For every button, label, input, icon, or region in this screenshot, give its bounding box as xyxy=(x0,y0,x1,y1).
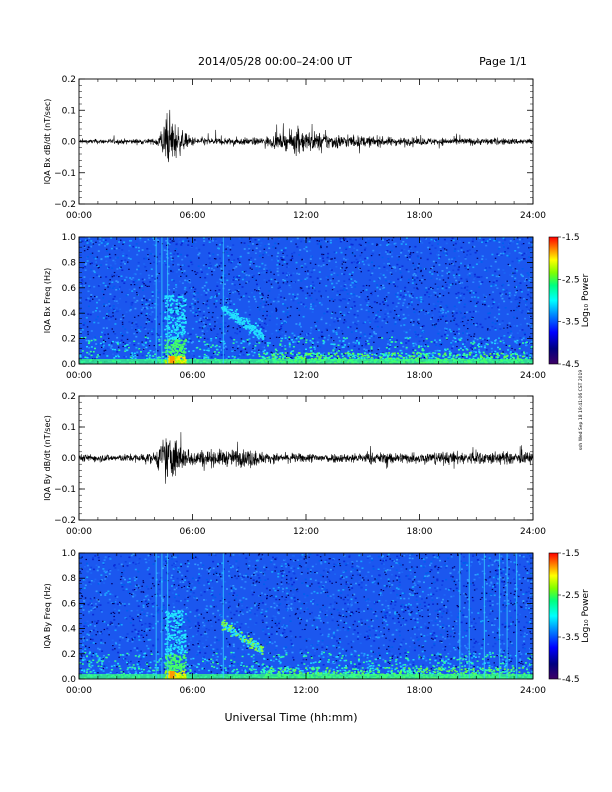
colorbar-tick-label: -1.5 xyxy=(562,549,580,559)
x-tick-label: 18:00 xyxy=(407,686,433,696)
trace-line xyxy=(79,432,533,484)
y-tick-label: 0.1 xyxy=(62,423,76,433)
y-tick-label: 0.2 xyxy=(62,392,76,402)
x-tick-label: 06:00 xyxy=(180,527,206,537)
trace-line xyxy=(79,109,533,163)
y-tick-label: 0.4 xyxy=(62,309,77,319)
x-axis-title: Universal Time (hh:mm) xyxy=(225,711,358,724)
x-tick-label: 12:00 xyxy=(293,371,319,381)
x-tick-label: 24:00 xyxy=(520,527,546,537)
x-tick-label: 24:00 xyxy=(520,686,546,696)
figure-title: 2014/05/28 00:00–24:00 UT xyxy=(198,55,352,68)
y-tick-label: 0.1 xyxy=(62,106,76,116)
x-tick-label: 24:00 xyxy=(520,371,546,381)
y-axis-label: IQA By dB/dt (nT/sec) xyxy=(43,415,52,501)
x-tick-label: 00:00 xyxy=(66,371,92,381)
y-tick-label: 1.0 xyxy=(62,549,77,559)
y-tick-label: 0.0 xyxy=(62,675,77,685)
generation-stamp: ssh Wed Sep 18 19:41:06 CST 2019 xyxy=(578,370,584,451)
x-tick-label: 24:00 xyxy=(520,211,546,221)
colorbar-tick-label: -2.5 xyxy=(562,275,580,285)
y-tick-label: 1.0 xyxy=(62,233,77,243)
x-tick-label: 00:00 xyxy=(66,211,92,221)
y-axis-label: IQA By Freq (Hz) xyxy=(43,583,52,649)
panels-group: 00:00 06:00 12:00 18:00 24:00 0.2 0.1 0.0 −0.1 −0… xyxy=(43,75,591,696)
dbdt-trace xyxy=(79,432,533,484)
y-tick-label: 0.4 xyxy=(62,625,77,635)
y-tick-label: 0.6 xyxy=(62,284,77,294)
colorbar-tick-label: -2.5 xyxy=(562,591,580,601)
x-tick-label: 18:00 xyxy=(407,371,433,381)
colorbar-label: Log₁₀ Power xyxy=(581,274,591,328)
x-tick-label: 00:00 xyxy=(66,527,92,537)
colorbar-tick-label: -3.5 xyxy=(562,318,580,328)
colorbar-label: Log₁₀ Power xyxy=(581,589,591,643)
panel-bx-spectrogram: -1.5 -2.5 -3.5 -4.5 Log₁₀ Power 00:00 06:00 12:… xyxy=(43,233,591,381)
x-tick-label: 12:00 xyxy=(293,527,319,537)
x-tick-label: 18:00 xyxy=(407,211,433,221)
y-tick-label: 0.2 xyxy=(62,75,76,85)
y-tick-label: 0.8 xyxy=(62,258,77,268)
y-axis-label: IQA Bx Freq (Hz) xyxy=(43,268,52,334)
x-tick-label: 12:00 xyxy=(293,686,319,696)
panel-bx-dbdt: 00:00 06:00 12:00 18:00 24:00 0.2 0.1 0.0 −0.1 −0… xyxy=(43,75,546,221)
x-tick-label: 06:00 xyxy=(180,686,206,696)
panel-by-dbdt: 00:00 06:00 12:00 18:00 24:00 0.2 0.1 0.0 −0.1 −0… xyxy=(43,392,546,537)
x-tick-label: 06:00 xyxy=(180,371,206,381)
y-tick-label: −0.2 xyxy=(54,516,76,526)
dbdt-trace xyxy=(79,109,533,163)
x-tick-label: 06:00 xyxy=(180,211,206,221)
y-tick-label: 0.0 xyxy=(62,454,77,464)
spectrogram-image xyxy=(79,553,533,679)
y-tick-label: −0.1 xyxy=(54,485,76,495)
y-tick-label: 0.0 xyxy=(62,138,77,148)
colorbar-tick-label: -4.5 xyxy=(562,675,580,685)
colorbar xyxy=(548,552,559,680)
y-tick-label: 0.8 xyxy=(62,574,77,584)
colorbar-tick-label: -4.5 xyxy=(562,360,580,370)
spectrogram-image xyxy=(79,237,533,364)
y-tick-label: 0.2 xyxy=(62,335,76,345)
colorbar-tick-label: -1.5 xyxy=(562,233,580,243)
x-tick-label: 00:00 xyxy=(66,686,92,696)
x-tick-label: 18:00 xyxy=(407,527,433,537)
y-axis-label: IQA Bx dB/dt (nT/sec) xyxy=(43,99,52,185)
y-tick-label: 0.2 xyxy=(62,650,76,660)
panel-by-spectrogram: -1.5 -2.5 -3.5 -4.5 Log₁₀ Power 00:00 06:00 12:… xyxy=(43,549,591,696)
y-tick-label: 0.6 xyxy=(62,599,77,609)
y-tick-label: −0.1 xyxy=(54,169,76,179)
colorbar xyxy=(548,236,559,365)
colorbar-tick-label: -3.5 xyxy=(562,633,580,643)
x-tick-label: 12:00 xyxy=(293,211,319,221)
y-tick-label: 0.0 xyxy=(62,360,77,370)
y-tick-label: −0.2 xyxy=(54,200,76,210)
page-indicator: Page 1/1 xyxy=(479,55,527,68)
